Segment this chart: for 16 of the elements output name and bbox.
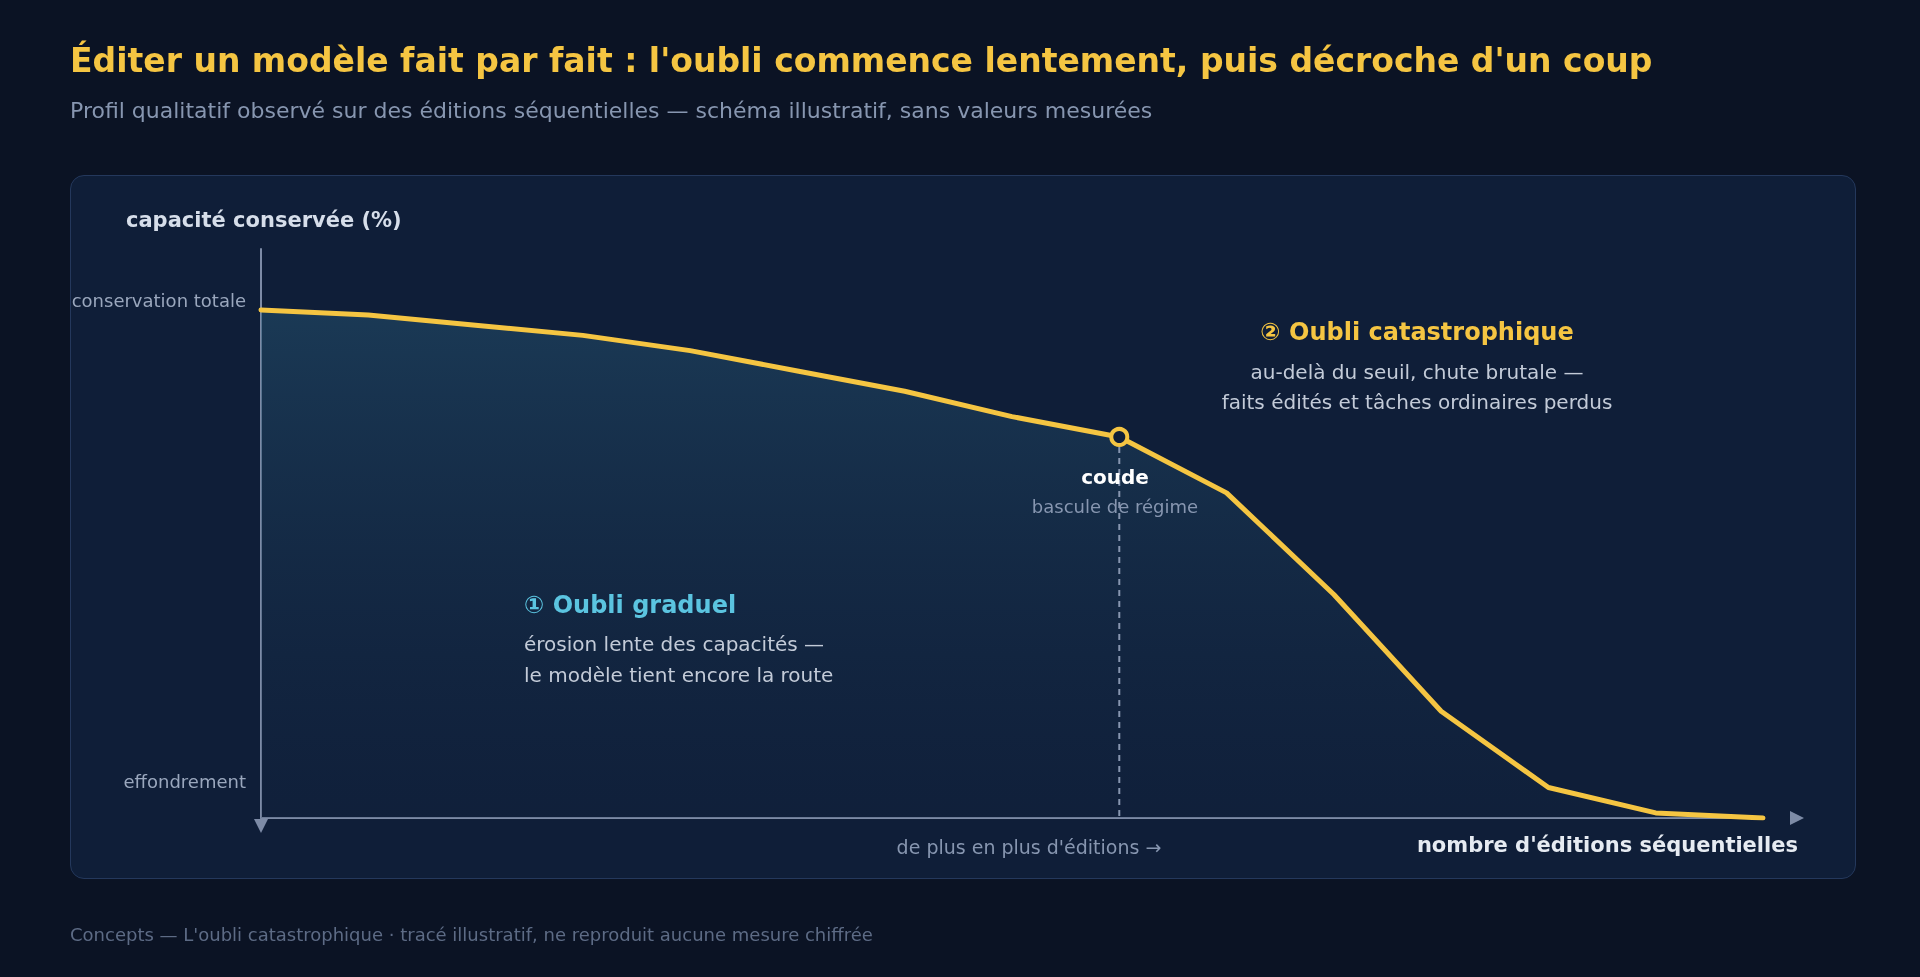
x-axis-title: nombre d'éditions séquentielles (1416, 832, 1799, 857)
text: de plus en plus d'éditions → (896, 836, 1162, 858)
annotation: coude (1081, 465, 1149, 489)
chart-subtitle: Profil qualitatif observé sur des éditions séquentielles — schéma illustratif, sans valeurs mesurées (70, 97, 1153, 123)
text: effondrement (123, 770, 246, 792)
annotation: ① Oubli graduel (524, 591, 737, 619)
annotation: ② Oubli catastrophique (1260, 318, 1574, 346)
annotation: le modèle tient encore la route (524, 663, 834, 687)
annotation: au-delà du seuil, chute brutale — (1250, 360, 1584, 384)
annotation: érosion lente des capacités — (524, 632, 825, 656)
chart-title: Éditer un modèle fait par fait : l'oubli commence lentement, puis décroche d'un coup (70, 40, 1653, 80)
annotation: bascule de régime (1031, 495, 1199, 517)
annotation: faits édités et tâches ordinaires perdus (1221, 390, 1613, 414)
text: Concepts — L'oubli catastrophique · tracé illustratif, ne reproduit aucune mesure chiffrée (70, 923, 873, 945)
y-axis-title: capacité conservée (%) (126, 207, 402, 232)
text: conservation totale (71, 289, 246, 311)
